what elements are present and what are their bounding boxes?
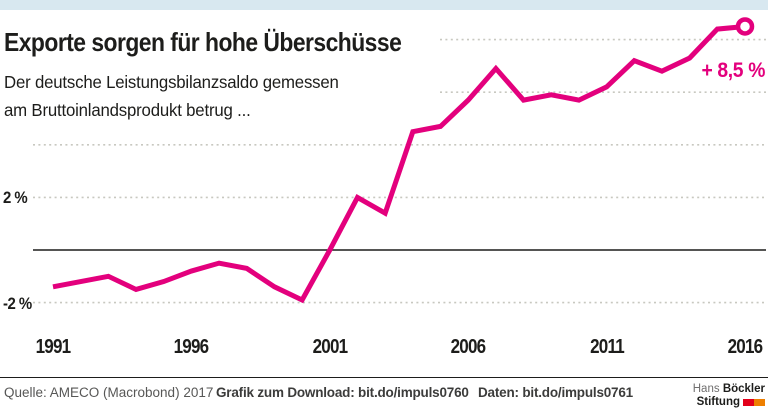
- top-accent-bar: [0, 0, 768, 10]
- data-link-text: Daten: bit.do/impuls0761: [478, 385, 633, 400]
- y-tick--2: -2 %: [3, 293, 32, 313]
- logo-orange-block: [754, 398, 765, 406]
- x-tick-2006: 2006: [450, 336, 487, 358]
- x-tick-2001: 2001: [312, 336, 348, 358]
- logo-line1: Hans Böckler: [693, 383, 765, 396]
- logo-stiftung: Stiftung: [696, 395, 740, 408]
- x-tick-1996: 1996: [174, 336, 210, 358]
- y-tick-2: 2 %: [3, 188, 28, 208]
- end-value-label: + 8,5 %: [701, 59, 766, 82]
- x-tick-1991: 1991: [35, 336, 72, 358]
- hans-boeckler-stiftung-logo: Hans Böckler Stiftung: [693, 383, 765, 409]
- logo-line2: Stiftung: [693, 396, 765, 410]
- logo-hans: Hans: [692, 383, 720, 395]
- chart-subtitle: Der deutsche Leistungsbilanzsaldo gemess…: [4, 69, 339, 124]
- page-title: Exporte sorgen für hohe Überschüsse: [4, 27, 402, 57]
- chart-subtitle-line2: am Bruttoinlandsprodukt betrug ...: [4, 99, 251, 120]
- logo-red-block: [743, 398, 754, 406]
- x-tick-2016: 2016: [727, 336, 764, 358]
- logo-color-blocks: [743, 397, 765, 410]
- logo-boeckler: Böckler: [722, 383, 765, 395]
- chart-subtitle-line1: Der deutsche Leistungsbilanzsaldo gemess…: [4, 72, 339, 92]
- source-text: Quelle: AMECO (Macrobond) 2017: [4, 385, 214, 400]
- download-link-text: Grafik zum Download: bit.do/impuls0760: [216, 385, 469, 400]
- x-axis-labels: 1991 1996 2001 2006 2011 2016: [0, 336, 768, 362]
- x-tick-2011: 2011: [589, 336, 625, 358]
- footer-divider: [0, 377, 768, 378]
